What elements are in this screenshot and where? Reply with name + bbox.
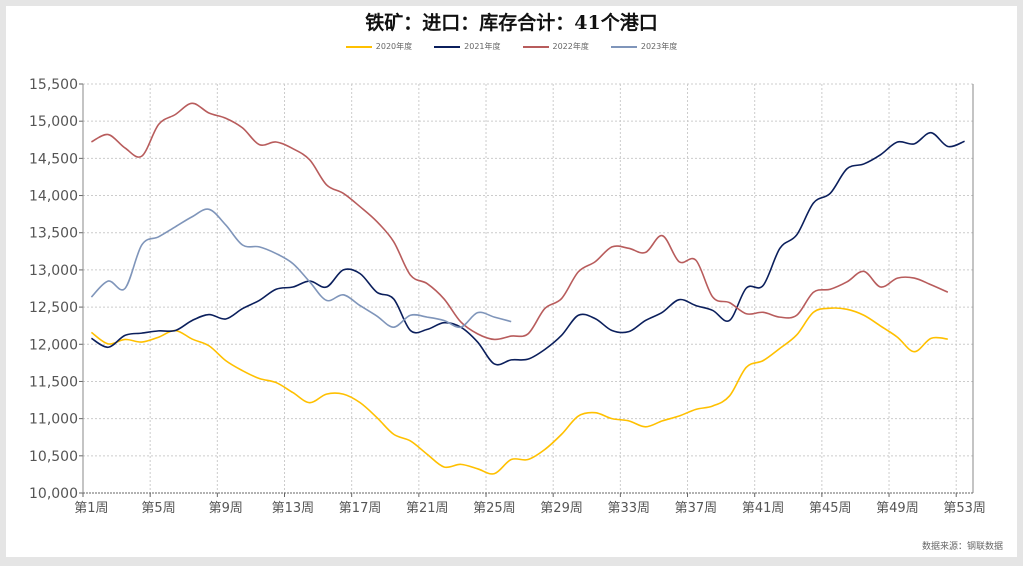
- legend-label: 2020年度: [375, 42, 413, 51]
- series-line-2022年度: [91, 102, 949, 341]
- x-tick-label: 第29周: [540, 501, 583, 516]
- series-line-2021年度: [90, 131, 965, 366]
- series-line-2023年度: [90, 208, 512, 329]
- y-tick-label: 13,500: [29, 226, 78, 242]
- series-line-2020年度: [90, 307, 948, 475]
- x-tick-label: 第45周: [809, 501, 852, 516]
- legend-swatch: [345, 45, 372, 48]
- x-tick-label: 第49周: [876, 501, 919, 516]
- x-tick-label: 第9周: [209, 501, 243, 516]
- x-tick-label: 第37周: [675, 501, 718, 516]
- legend-item-2020[interactable]: 2020年度: [345, 41, 413, 52]
- legend-item-2021[interactable]: 2021年度: [434, 41, 501, 52]
- x-tick-label: 第33周: [607, 501, 650, 516]
- x-tick-label: 第25周: [473, 501, 516, 516]
- y-tick-label: 13,000: [29, 263, 78, 279]
- x-tick-label: 第53周: [943, 501, 986, 516]
- legend-label: 2023年度: [640, 42, 678, 51]
- legend-item-2023[interactable]: 2023年度: [610, 41, 678, 52]
- x-tick-label: 第1周: [74, 501, 108, 516]
- legend-swatch: [610, 45, 637, 48]
- x-tick-label: 第41周: [742, 501, 785, 516]
- legend-label: 2021年度: [464, 42, 501, 51]
- y-tick-label: 15,500: [29, 77, 78, 93]
- x-tick-label: 第5周: [141, 501, 175, 516]
- y-tick-label: 12,500: [29, 300, 78, 316]
- y-tick-label: 11,000: [29, 412, 78, 428]
- x-tick-label: 第17周: [339, 501, 382, 516]
- y-tick-label: 14,000: [29, 189, 78, 205]
- chart-title: 铁矿：进口：库存合计：41个港口: [365, 12, 658, 34]
- legend: 2020年度 2021年度 2022年度 2023年度: [0, 41, 1023, 52]
- x-tick-label: 第21周: [406, 501, 449, 516]
- y-tick-label: 15,000: [29, 114, 78, 130]
- y-tick-label: 10,500: [29, 449, 78, 465]
- y-tick-label: 11,500: [29, 374, 78, 390]
- y-tick-label: 12,000: [29, 337, 78, 353]
- x-tick-label: 第13周: [272, 501, 315, 516]
- legend-swatch: [434, 45, 461, 48]
- legend-label: 2022年度: [552, 42, 589, 51]
- y-tick-label: 14,500: [29, 151, 78, 167]
- legend-swatch: [522, 45, 549, 48]
- data-source: 数据来源：钢联数据: [921, 542, 1003, 552]
- y-tick-label: 10,000: [29, 486, 78, 502]
- legend-item-2022[interactable]: 2022年度: [522, 41, 589, 52]
